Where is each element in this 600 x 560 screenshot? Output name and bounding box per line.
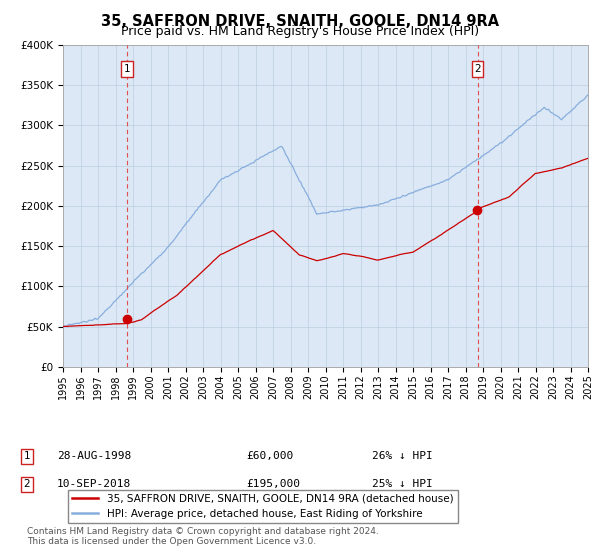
- Text: 1: 1: [124, 64, 130, 74]
- Text: Price paid vs. HM Land Registry's House Price Index (HPI): Price paid vs. HM Land Registry's House …: [121, 25, 479, 38]
- Text: £195,000: £195,000: [246, 479, 300, 489]
- Text: 10-SEP-2018: 10-SEP-2018: [57, 479, 131, 489]
- Text: 2: 2: [474, 64, 481, 74]
- Text: £60,000: £60,000: [246, 451, 293, 461]
- Legend: 35, SAFFRON DRIVE, SNAITH, GOOLE, DN14 9RA (detached house), HPI: Average price,: 35, SAFFRON DRIVE, SNAITH, GOOLE, DN14 9…: [68, 489, 458, 523]
- Text: Contains HM Land Registry data © Crown copyright and database right 2024.
This d: Contains HM Land Registry data © Crown c…: [27, 526, 379, 546]
- Text: 35, SAFFRON DRIVE, SNAITH, GOOLE, DN14 9RA: 35, SAFFRON DRIVE, SNAITH, GOOLE, DN14 9…: [101, 14, 499, 29]
- Text: 1: 1: [23, 451, 31, 461]
- Text: 2: 2: [23, 479, 31, 489]
- Text: 28-AUG-1998: 28-AUG-1998: [57, 451, 131, 461]
- Text: 26% ↓ HPI: 26% ↓ HPI: [372, 451, 433, 461]
- Text: 25% ↓ HPI: 25% ↓ HPI: [372, 479, 433, 489]
